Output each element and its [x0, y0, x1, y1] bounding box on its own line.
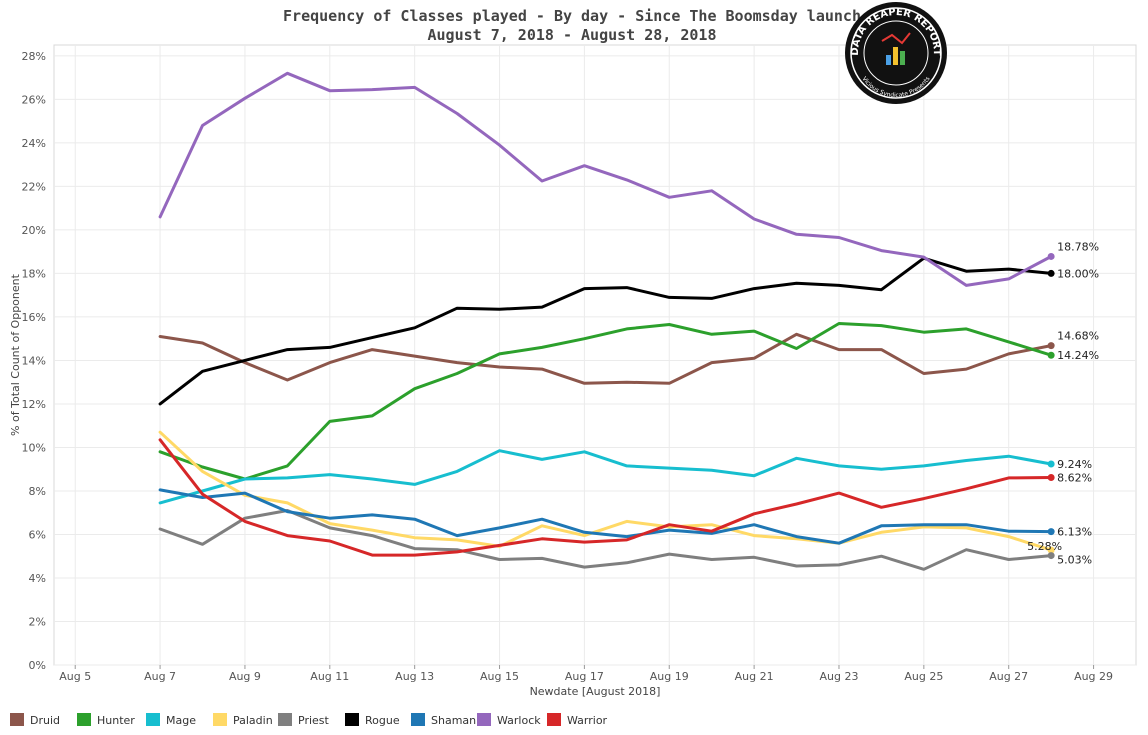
end-label-warrior: 8.62% [1057, 471, 1092, 484]
legend-item-warlock: Warlock [477, 713, 541, 727]
x-tick-label: Aug 15 [480, 670, 519, 683]
plot-area [53, 44, 1137, 666]
y-tick-label: 24% [22, 137, 46, 150]
legend-item-hunter: Hunter [77, 713, 135, 727]
x-tick-label: Aug 11 [310, 670, 349, 683]
x-tick-label: Aug 29 [1074, 670, 1113, 683]
logo-inner-ring [863, 20, 929, 86]
legend-label: Shaman [431, 714, 476, 727]
legend-item-paladin: Paladin [213, 713, 273, 727]
y-tick-label: 12% [22, 398, 46, 411]
legend-item-warrior: Warrior [547, 713, 608, 727]
legend-label: Paladin [233, 714, 273, 727]
y-tick-label: 26% [22, 93, 46, 106]
y-tick-label: 10% [22, 441, 46, 454]
end-labels: 14.68% 14.24% 9.24% 5.28%5.03% 18.00% 6.13% 18… [1027, 240, 1099, 566]
y-tick-label: 16% [22, 311, 46, 324]
series-line-warlock [158, 71, 1053, 287]
x-axis-ticks: Aug 5 Aug 7 Aug 9 Aug 11 Aug 13 Aug 15 Aug 17 A… [59, 665, 1113, 683]
legend-label: Rogue [365, 714, 400, 727]
y-tick-label: 6% [29, 528, 46, 541]
x-tick-label: Aug 25 [904, 670, 943, 683]
legend-label: Priest [298, 714, 330, 727]
end-point-warrior [1047, 473, 1055, 481]
end-label-priest: 5.03% [1057, 554, 1092, 567]
x-tick-label: Aug 23 [819, 670, 858, 683]
chart-title: Frequency of Classes played - By day - S… [283, 7, 861, 25]
y-tick-label: 2% [29, 615, 46, 628]
legend-label: Mage [166, 714, 196, 727]
legend-item-druid: Druid [10, 713, 60, 727]
end-label-hunter: 14.24% [1057, 349, 1099, 362]
y-tick-label: 18% [22, 267, 46, 280]
series-line-hunter [158, 322, 1053, 481]
end-label-paladin: 5.28% [1027, 540, 1062, 553]
legend-swatch [77, 713, 91, 726]
x-tick-label: Aug 17 [565, 670, 604, 683]
x-tick-label: Aug 9 [229, 670, 261, 683]
y-axis-label: % of Total Count of Opponent [9, 273, 22, 436]
legend-item-mage: Mage [146, 713, 196, 727]
x-axis-label: Newdate [August 2018] [530, 685, 661, 698]
legend-swatch [345, 713, 359, 726]
series-line-mage [158, 449, 1053, 505]
plot-border [53, 44, 1137, 666]
end-point-rogue [1047, 269, 1055, 277]
x-tick-label: Aug 21 [735, 670, 774, 683]
end-point-druid [1047, 342, 1055, 350]
legend-item-shaman: Shaman [411, 713, 476, 727]
legend: Druid Hunter Mage Paladin Priest Rogue Shaman W… [10, 713, 608, 727]
x-tick-label: Aug 19 [650, 670, 689, 683]
legend-swatch [213, 713, 227, 726]
data-reaper-logo: DATA REAPER REPORT Vicious Syndicate Pre… [845, 2, 947, 104]
series-line-rogue [158, 256, 1053, 406]
legend-swatch [146, 713, 160, 726]
y-tick-label: 8% [29, 485, 46, 498]
x-tick-label: Aug 27 [989, 670, 1028, 683]
y-axis-ticks: 0% 2% 4% 6% 8% 10% 12% 14% 16% 18% 20% 22% 24% 26% 28% [22, 50, 46, 672]
end-point-mage [1047, 460, 1055, 468]
y-tick-label: 20% [22, 224, 46, 237]
end-label-mage: 9.24% [1057, 458, 1092, 471]
y-tick-label: 22% [22, 180, 46, 193]
grid-lines [54, 45, 1136, 666]
end-point-warlock [1047, 252, 1055, 260]
legend-label: Druid [30, 714, 60, 727]
legend-label: Warrior [567, 714, 608, 727]
end-point-priest [1047, 552, 1055, 560]
y-tick-label: 4% [29, 572, 46, 585]
x-tick-label: Aug 5 [59, 670, 91, 683]
legend-item-rogue: Rogue [345, 713, 400, 727]
legend-label: Hunter [97, 714, 135, 727]
end-point-paladin [1047, 546, 1055, 554]
legend-swatch [547, 713, 561, 726]
legend-swatch [10, 713, 24, 726]
legend-swatch [477, 713, 491, 726]
legend-label: Warlock [497, 714, 541, 727]
series-line-shaman [158, 488, 1053, 545]
y-tick-label: 14% [22, 354, 46, 367]
end-label-druid: 14.68% [1057, 330, 1099, 343]
end-point-shaman [1047, 528, 1055, 536]
series-lines [158, 71, 1055, 571]
legend-swatch [278, 713, 292, 726]
series-line-druid [158, 332, 1053, 385]
x-tick-label: Aug 7 [144, 670, 176, 683]
series-line-paladin [158, 430, 1053, 552]
series-line-warrior [158, 438, 1053, 557]
legend-swatch [411, 713, 425, 726]
y-tick-label: 28% [22, 50, 46, 63]
chart-subtitle: August 7, 2018 - August 28, 2018 [428, 26, 717, 44]
end-point-hunter [1047, 351, 1055, 359]
series-line-priest [158, 509, 1053, 571]
end-label-warlock: 18.78% [1057, 240, 1099, 253]
end-label-rogue: 18.00% [1057, 267, 1099, 280]
y-tick-label: 0% [29, 659, 46, 672]
logo-white-ring [850, 7, 942, 99]
logo-bar-icon [881, 32, 911, 65]
x-tick-label: Aug 13 [395, 670, 434, 683]
legend-item-priest: Priest [278, 713, 330, 727]
end-label-shaman: 6.13% [1057, 526, 1092, 539]
